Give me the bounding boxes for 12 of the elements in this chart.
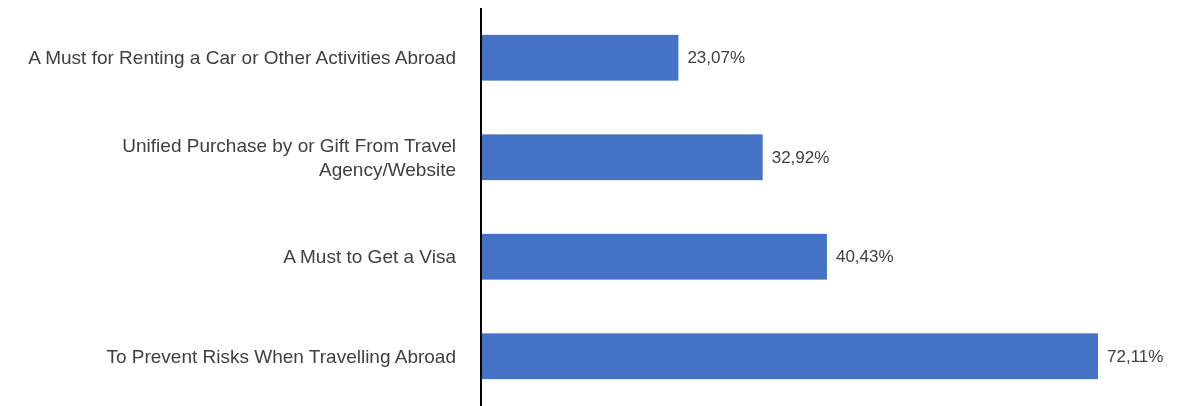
data-label: 32,92%: [771, 147, 830, 167]
bar: [481, 233, 827, 280]
bar: [481, 134, 763, 181]
y-tick-label: Unified Purchase by or Gift From Travel Agency/Website: [122, 134, 456, 180]
bar: [481, 34, 679, 81]
data-label: 72,11%: [1107, 346, 1164, 366]
data-label: 23,07%: [687, 48, 746, 68]
data-label: 40,43%: [835, 247, 894, 267]
y-tick-label: A Must for Renting a Car or Other Activities Abroad: [28, 47, 456, 69]
y-tick-label: To Prevent Risks When Travelling Abroad: [106, 345, 456, 367]
y-tick-label: A Must to Get a Visa: [283, 246, 457, 268]
bar: [481, 333, 1098, 380]
